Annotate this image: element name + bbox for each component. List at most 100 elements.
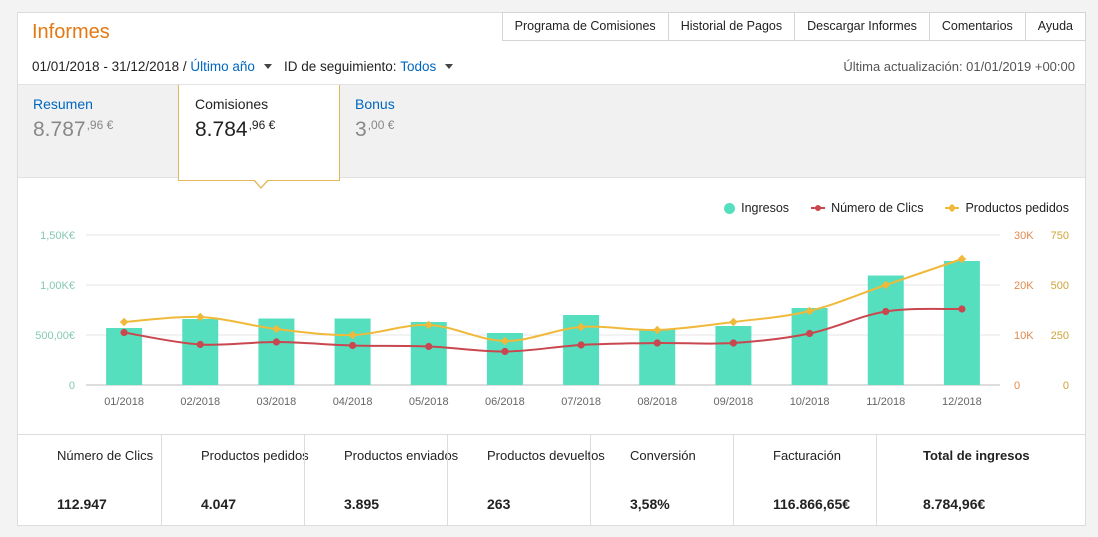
point-productos-pedidos [119,317,129,327]
point-productos-pedidos [424,320,433,330]
legend-clics[interactable]: Número de Clics [811,201,923,215]
active-tab-pointer-icon [253,179,269,189]
y-right-productos-tick-label: 750 [1051,230,1069,242]
chart-area: Ingresos Número de Clics Productos pedid… [18,183,1085,433]
bar-ingresos [334,318,371,385]
point-numero-clics [577,341,585,349]
y-right-clics-tick-label: 0 [1014,380,1020,392]
x-tick-label: 08/2018 [637,396,677,408]
x-tick-label: 07/2018 [561,396,601,408]
point-productos-pedidos [957,254,967,264]
stat-productos-devueltos: Productos devueltos 263 [447,435,605,526]
legend-productos[interactable]: Productos pedidos [945,201,1069,215]
y-right-productos-tick-label: 0 [1063,380,1069,392]
point-productos-pedidos [500,336,510,346]
tracking-chevron-down-icon[interactable] [445,64,454,69]
point-productos-pedidos [576,322,586,332]
x-tick-label: 04/2018 [333,396,373,408]
point-productos-pedidos [653,325,662,335]
nav-descargar-informes[interactable]: Descargar Informes [794,13,929,40]
stat-total-ingresos: Total de ingresos 8.784,96€ [876,435,1065,526]
point-numero-clics [958,305,966,313]
y-left-tick-label: 500,00€ [35,330,75,342]
x-tick-label: 10/2018 [790,396,830,408]
filter-bar: 01/01/2018 - 31/12/2018 / Último año ID … [32,59,465,74]
y-right-clics-tick-label: 20K [1014,280,1034,292]
bar-ingresos [791,308,828,385]
point-productos-pedidos [805,306,814,316]
bar-ingresos [943,261,980,385]
stat-conversion: Conversión 3,58% [590,435,733,526]
point-numero-clics [729,339,738,347]
legend-productos-marker-icon [945,203,960,213]
legend-ingresos[interactable]: Ingresos [724,201,789,215]
reports-panel: Informes Programa de Comisiones Historia… [17,12,1086,526]
point-numero-clics [348,341,357,350]
x-tick-label: 12/2018 [942,396,982,408]
point-numero-clics [120,328,128,337]
tab-comisiones-amount: 8.784,96 € [195,118,276,141]
nav-comentarios[interactable]: Comentarios [928,13,1025,40]
bar-ingresos [410,322,447,385]
y-left-tick-label: 0 [69,380,75,392]
tab-comisiones[interactable]: Comisiones 8.784,96 € [178,85,340,189]
top-navigation: Programa de Comisiones Historial de Pago… [501,12,1086,41]
point-numero-clics [653,339,661,347]
tab-resumen-amount: 8.787,96 € [33,118,114,141]
tab-resumen[interactable]: Resumen 8.787,96 € [18,85,178,179]
line-productos-pedidos [124,258,963,343]
y-right-clics-tick-label: 10K [1014,330,1034,342]
tracking-label: ID de seguimiento: [283,59,397,74]
point-numero-clics [882,307,890,316]
x-tick-label: 05/2018 [409,396,449,408]
point-numero-clics [501,347,509,356]
point-numero-clics [805,329,814,338]
x-tick-label: 11/2018 [866,396,905,408]
page-title: Informes [32,21,110,43]
x-tick-label: 03/2018 [257,396,297,408]
point-numero-clics [272,338,281,346]
x-tick-label: 02/2018 [180,396,220,408]
tracking-dropdown[interactable]: Todos [400,59,437,74]
bar-ingresos [867,275,904,385]
last-updated: Última actualización: 01/01/2019 +00:00 [843,59,1075,74]
tab-resumen-label: Resumen [33,96,93,112]
stat-productos-pedidos: Productos pedidos 4.047 [161,435,309,526]
point-numero-clics [196,340,204,349]
point-productos-pedidos [881,280,890,290]
stat-clics: Número de Clics 112.947 [57,448,154,512]
point-numero-clics [425,342,433,351]
line-numero-clics [123,307,962,353]
tab-bonus-amount: 3,00 € [355,118,395,141]
legend-ingresos-marker-icon [724,202,736,214]
x-tick-label: 09/2018 [714,396,754,408]
tab-bonus[interactable]: Bonus 3,00 € [340,85,490,179]
bar-ingresos [182,319,219,385]
y-right-productos-tick-label: 250 [1051,330,1069,342]
bar-ingresos [715,326,752,385]
period-dropdown[interactable]: Último año [190,59,255,74]
stats-bar: Número de Clics 112.947 Productos pedido… [18,434,1085,526]
y-right-clics-tick-label: 30K [1014,230,1034,242]
date-range: 01/01/2018 - 31/12/2018 / [32,59,187,74]
bar-ingresos [639,329,676,385]
nav-ayuda[interactable]: Ayuda [1024,13,1085,40]
summary-tabs: Resumen 8.787,96 € Comisiones 8.784,96 €… [18,84,1085,189]
x-tick-label: 06/2018 [485,396,525,408]
point-productos-pedidos [348,330,357,340]
legend-clics-marker-icon [811,205,826,211]
nav-historial-pagos[interactable]: Historial de Pagos [667,13,794,40]
period-chevron-down-icon[interactable] [263,64,272,69]
y-left-tick-label: 1,50K€ [40,230,75,242]
point-productos-pedidos [729,317,738,327]
nav-programa-comisiones[interactable]: Programa de Comisiones [514,19,656,33]
y-right-productos-tick-label: 500 [1051,280,1069,292]
point-productos-pedidos [272,324,281,334]
stat-facturacion: Facturación 116.866,65€ [733,435,876,526]
point-productos-pedidos [196,312,205,322]
bar-ingresos [106,328,143,385]
stat-productos-enviados: Productos enviados 3.895 [304,435,458,526]
x-tick-label: 01/2018 [104,396,144,408]
chart-legend: Ingresos Número de Clics Productos pedid… [724,201,1069,215]
y-left-tick-label: 1,00K€ [40,280,75,292]
